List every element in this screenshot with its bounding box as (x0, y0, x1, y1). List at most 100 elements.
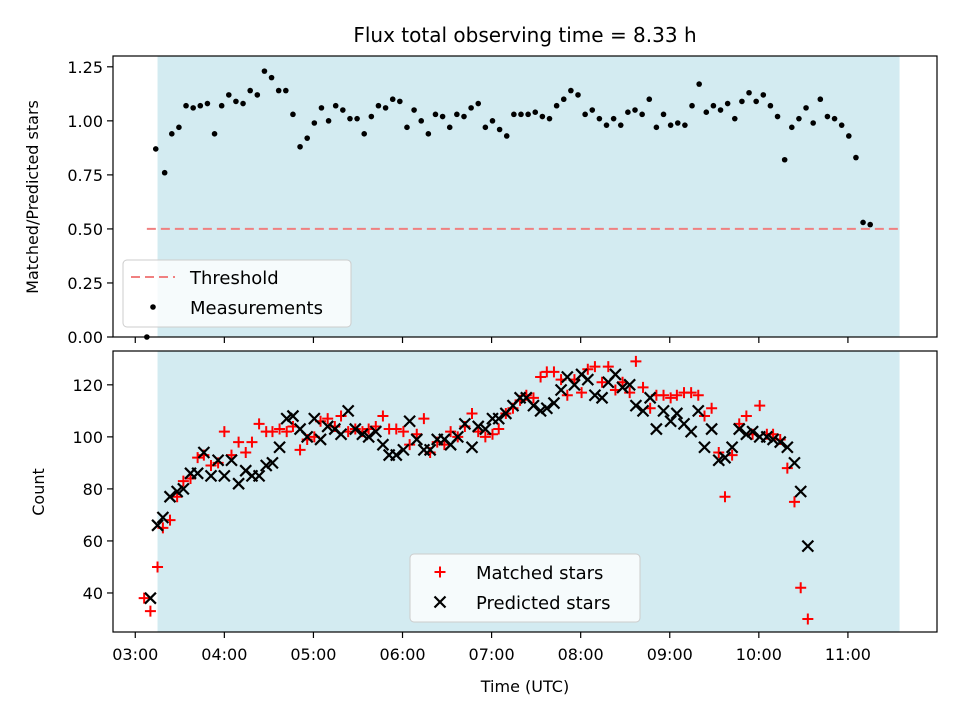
predicted-stars-point (156, 511, 170, 524)
measurement-point (446, 124, 453, 131)
measurement-point (152, 146, 159, 152)
matched-stars-point (692, 389, 704, 401)
measurement-point (739, 98, 745, 105)
measurement-point (432, 111, 439, 118)
matched-stars-point (466, 407, 478, 419)
matched-stars-point (445, 426, 457, 438)
predicted-stars-point (479, 422, 492, 436)
predicted-stars-point (664, 414, 677, 428)
predicted-stars-point (204, 469, 218, 483)
predicted-stars-point (568, 378, 581, 392)
matched-stars-point (802, 613, 814, 625)
measurement-point (382, 105, 389, 111)
y-tick-label: 0.00 (67, 328, 103, 347)
predicted-stars-point (286, 409, 300, 423)
legend-matched-swatch (434, 566, 446, 578)
predicted-stars-point (451, 430, 465, 444)
measurement-point (846, 133, 852, 139)
measurement-point (482, 124, 489, 131)
matched-stars-point (740, 410, 752, 422)
matched-stars-point (624, 387, 636, 399)
measurement-point (318, 105, 325, 111)
predicted-stars-point (801, 539, 815, 553)
predicted-stars-point (554, 383, 568, 397)
matched-stars-point (630, 355, 642, 367)
matched-stars-point (404, 439, 416, 451)
measurement-point (468, 105, 474, 111)
measurement-point (489, 118, 496, 124)
predicted-stars-point (629, 399, 643, 412)
measurement-point (788, 124, 795, 131)
predicted-stars-point (341, 404, 355, 418)
matched-stars-point (281, 426, 293, 438)
measurement-point (674, 120, 681, 126)
predicted-stars-point (581, 373, 595, 386)
legend-measurements-swatch (150, 304, 156, 310)
predicted-stars-point (163, 490, 177, 503)
matched-stars-point (274, 423, 286, 435)
measurement-point (610, 115, 617, 122)
legend-threshold-label: Threshold (189, 268, 279, 289)
measurement-point (603, 122, 610, 128)
matched-stars-point (397, 426, 409, 438)
legend-box (409, 553, 641, 623)
matched-stars-point (671, 389, 683, 401)
measurement-point (503, 133, 510, 139)
predicted-stars-point (232, 477, 245, 490)
predicted-stars-point (266, 456, 279, 470)
legend-box (122, 259, 352, 328)
measurement-point (361, 131, 368, 137)
measurement-point (575, 92, 581, 98)
measurement-point (411, 107, 417, 113)
measurement-point (261, 68, 268, 74)
y-tick-label: 100 (72, 428, 103, 447)
matched-stars-point (576, 387, 588, 399)
measurement-point (582, 111, 588, 118)
predicted-stars-point (547, 396, 561, 410)
measurement-point (297, 143, 303, 150)
matched-stars-point (535, 371, 547, 383)
matched-stars-point (152, 561, 164, 573)
matched-stars-point (479, 431, 491, 443)
matched-stars-point (205, 459, 217, 471)
predicted-stars-point (321, 420, 334, 433)
measurement-point (511, 111, 517, 118)
matched-stars-point (390, 423, 402, 435)
measurement-point (340, 107, 346, 113)
measurement-point (653, 124, 660, 131)
x-axis-label: Time (UTC) (480, 677, 569, 696)
matched-stars-point (582, 363, 594, 375)
measurement-point (304, 135, 310, 141)
x-tick-label: 09:00 (647, 645, 693, 664)
measurement-point (824, 113, 831, 120)
x-tick-label: 05:00 (290, 645, 336, 664)
measurement-point (168, 131, 175, 137)
predicted-stars-point (698, 440, 711, 454)
measurement-point (375, 102, 382, 109)
predicted-stars-point (197, 446, 211, 459)
measurement-point (731, 115, 738, 122)
x-tick-label: 04:00 (201, 645, 247, 664)
top-y-axis-label: Matched/Predicted stars (23, 100, 42, 294)
predicted-stars-point (725, 440, 739, 454)
predicted-stars-point (643, 391, 657, 405)
y-tick-label: 0.75 (67, 166, 103, 185)
matched-stars-point (795, 582, 807, 594)
measurement-point (254, 92, 261, 98)
predicted-stars-point (300, 430, 314, 444)
predicted-stars-point (390, 448, 403, 462)
predicted-stars-point (225, 454, 238, 467)
legend-predicted-label: Predicted stars (476, 593, 610, 614)
matched-stars-point (253, 418, 265, 430)
x-tick-label: 11:00 (825, 645, 871, 664)
measurement-point (183, 102, 189, 109)
matched-stars-point (637, 381, 649, 393)
predicted-stars-point (691, 404, 705, 418)
matched-stars-point (233, 436, 245, 448)
matched-stars-point (602, 361, 614, 373)
predicted-stars-point (718, 451, 732, 464)
measurement-point (283, 87, 289, 94)
predicted-stars-point (314, 433, 327, 446)
predicted-stars-point (191, 467, 204, 480)
measurement-point (532, 109, 539, 115)
